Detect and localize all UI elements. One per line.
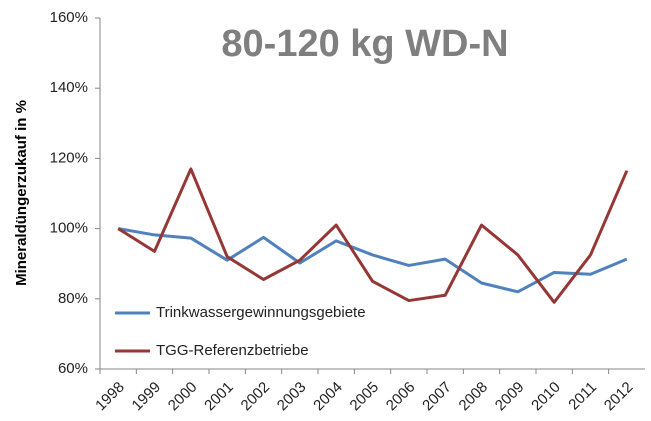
series-line — [117, 167, 629, 304]
x-tick-label: 2004 — [310, 379, 346, 415]
y-tick-label: 120% — [50, 149, 88, 166]
x-tick-label: 2011 — [565, 379, 600, 414]
x-tick-label: 2000 — [165, 379, 201, 415]
x-tick-label: 2007 — [419, 379, 455, 415]
x-tick-label: 2006 — [383, 379, 419, 415]
x-tick-label: 2005 — [347, 379, 383, 415]
y-tick-label: 60% — [58, 360, 88, 377]
y-tick-label: 140% — [50, 79, 88, 96]
x-tick-label: 1998 — [92, 379, 128, 415]
legend-label: Trinkwassergewinnungsgebiete — [156, 304, 366, 321]
series-line — [117, 227, 628, 294]
legend-label: TGG-Referenzbetriebe — [156, 342, 309, 359]
x-tick-label: 2009 — [492, 379, 528, 415]
x-tick-label: 2010 — [528, 379, 564, 415]
x-tick-label: 2003 — [274, 379, 310, 415]
x-tick-label: 2012 — [601, 379, 637, 415]
x-tick-label: 2008 — [456, 379, 492, 415]
y-tick-label: 160% — [50, 9, 88, 26]
x-tick-label: 2001 — [201, 379, 237, 415]
y-axis-label: Mineraldüngerzukauf in % — [13, 100, 30, 286]
x-tick-label: 2002 — [238, 379, 274, 415]
y-tick-label: 100% — [50, 220, 88, 237]
x-tick-label: 1999 — [129, 379, 165, 415]
chart-title: 80-120 kg WD-N — [221, 23, 508, 65]
y-tick-label: 80% — [58, 290, 88, 307]
